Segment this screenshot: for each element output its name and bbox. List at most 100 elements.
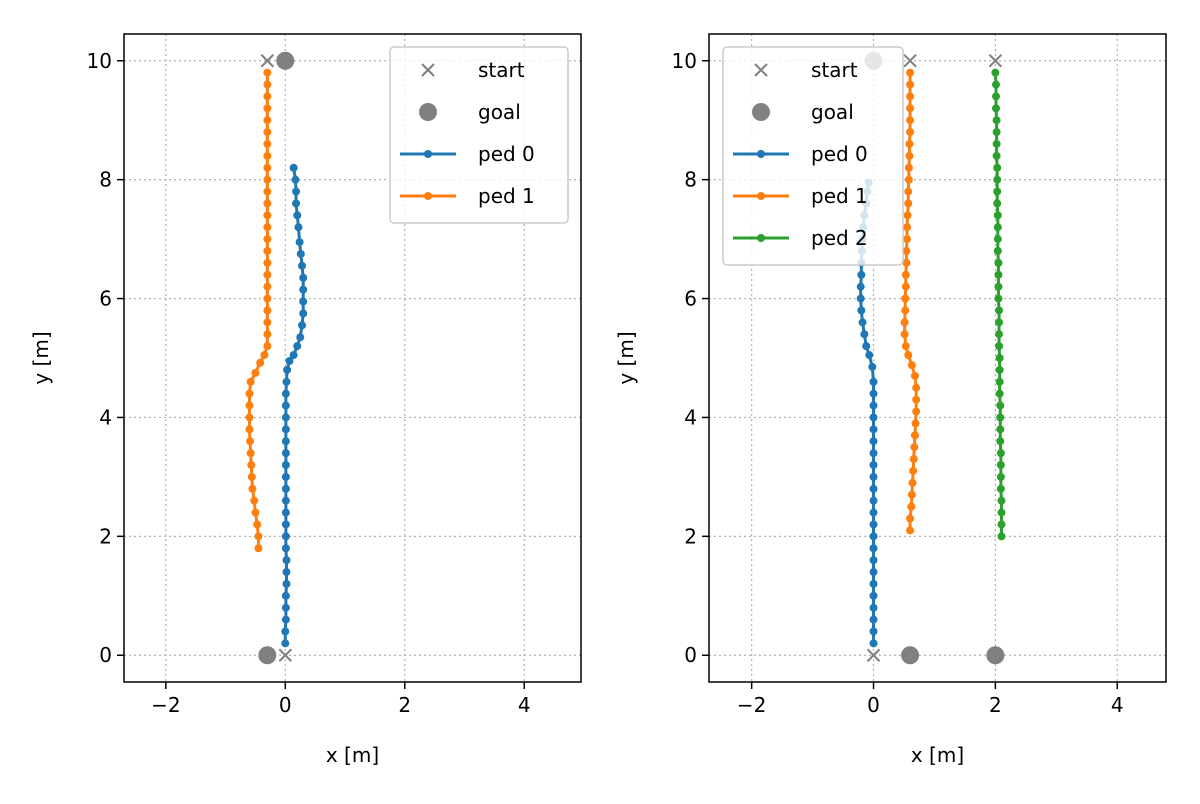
x-tick-label: 4: [518, 693, 531, 717]
y-tick-label: 8: [684, 168, 697, 192]
data-point: [906, 128, 915, 137]
data-point: [281, 615, 290, 624]
data-point: [263, 330, 272, 339]
data-point: [912, 407, 921, 416]
legend-point-handle: [424, 150, 432, 158]
legend-entry-ped-2: ped 2: [733, 226, 868, 250]
data-point: [904, 199, 913, 208]
y-tick-label: 2: [99, 524, 112, 548]
data-point: [865, 351, 874, 360]
y-tick-label: 0: [99, 643, 112, 667]
data-point: [281, 484, 290, 493]
x-tick-label: −2: [151, 693, 180, 717]
data-point: [902, 246, 911, 255]
data-point: [263, 199, 272, 208]
data-point: [997, 496, 1006, 505]
data-point: [869, 639, 878, 648]
data-point: [282, 377, 291, 386]
data-point: [281, 544, 290, 553]
data-point: [245, 401, 254, 410]
data-point: [996, 484, 1005, 493]
data-point: [909, 455, 918, 464]
legend-entry-ped-1: ped 1: [400, 184, 535, 208]
data-point: [289, 351, 298, 360]
x-axis: −2 0 2 4: [737, 682, 1124, 717]
data-point: [993, 223, 1002, 232]
data-point: [991, 104, 1000, 113]
x-tick-label: 2: [398, 693, 411, 717]
data-point: [869, 627, 878, 636]
data-point: [282, 568, 291, 577]
y-tick-label: 0: [684, 643, 697, 667]
data-point: [281, 389, 290, 398]
data-point: [298, 321, 307, 330]
data-point: [997, 532, 1006, 541]
data-point: [281, 449, 290, 458]
data-point: [263, 258, 272, 267]
y-tick-label: 10: [87, 49, 112, 73]
data-point: [263, 211, 272, 220]
markers: [258, 51, 295, 665]
data-point: [910, 443, 919, 452]
data-point: [260, 351, 269, 360]
legend: start goal ped 0 ped 1: [389, 46, 569, 224]
legend-entry-goal: goal: [419, 100, 521, 124]
data-point: [900, 318, 909, 327]
legend: start goal ped 0 ped 1 ped 2: [722, 46, 904, 266]
data-point: [906, 104, 915, 113]
legend-label: goal: [478, 100, 521, 124]
x-axis-label: x [m]: [911, 743, 964, 767]
data-point: [263, 282, 272, 291]
data-point: [906, 68, 915, 77]
data-point: [281, 591, 290, 600]
data-point: [906, 526, 915, 535]
series-ped-1: [245, 68, 272, 553]
data-point: [906, 116, 915, 125]
data-point: [281, 603, 290, 612]
data-point: [253, 520, 262, 529]
legend-label: start: [811, 58, 858, 82]
data-point: [263, 175, 272, 184]
y-axis-label: y [m]: [29, 331, 53, 384]
data-point: [858, 318, 867, 327]
x-axis-label: x [m]: [326, 743, 379, 767]
goal-marker: [901, 646, 920, 665]
data-point: [263, 187, 272, 196]
y-tick-label: 4: [684, 405, 697, 429]
data-point: [294, 223, 303, 232]
x-tick-label: 2: [989, 693, 1002, 717]
data-point: [996, 472, 1005, 481]
data-point: [282, 556, 291, 565]
data-point: [869, 401, 878, 410]
data-point: [256, 358, 265, 367]
data-point: [869, 520, 878, 529]
legend-entry-ped-0: ped 0: [733, 142, 868, 166]
legend-entry-start: start: [421, 58, 525, 82]
data-point: [281, 437, 290, 446]
data-point: [248, 484, 257, 493]
data-point: [281, 532, 290, 541]
data-point: [908, 478, 917, 487]
data-point: [994, 282, 1003, 291]
data-point: [245, 389, 254, 398]
data-point: [992, 116, 1001, 125]
data-point: [995, 318, 1004, 327]
legend-point-handle: [757, 150, 765, 158]
data-point: [905, 139, 914, 148]
data-point: [245, 425, 254, 434]
data-point: [997, 520, 1006, 529]
legend-label: ped 0: [478, 142, 535, 166]
data-point: [299, 309, 308, 318]
data-point: [282, 579, 291, 588]
data-point: [263, 342, 272, 351]
data-point: [263, 306, 272, 315]
data-point: [904, 351, 913, 360]
data-point: [247, 461, 256, 470]
data-point: [901, 282, 910, 291]
data-point: [869, 496, 878, 505]
data-point: [910, 371, 919, 380]
data-point: [869, 568, 878, 577]
legend-goal-handle: [419, 103, 437, 121]
